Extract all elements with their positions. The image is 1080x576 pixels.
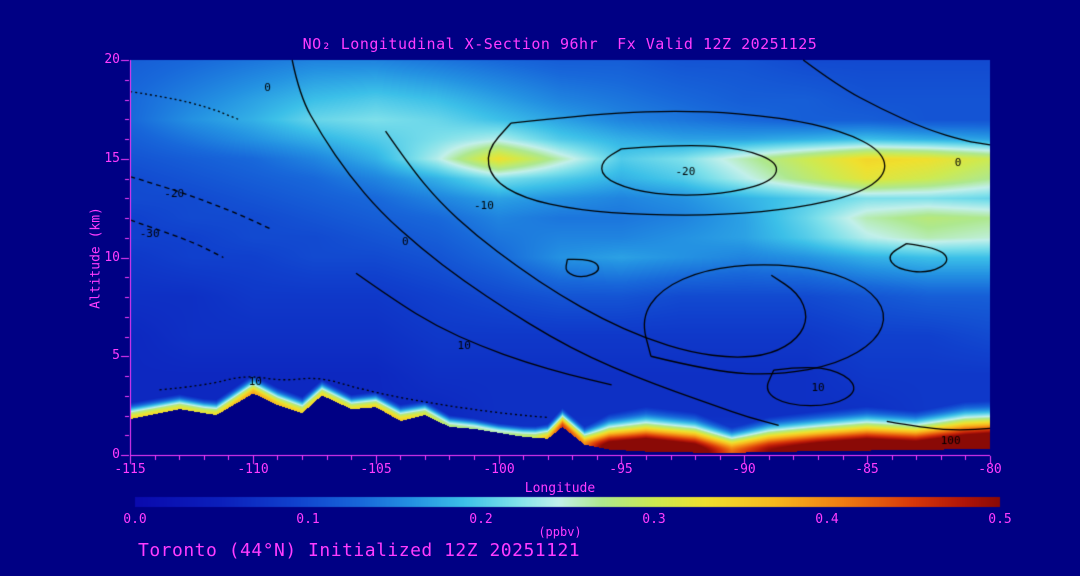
init-caption: Toronto (44°N) Initialized 12Z 20251121 [138,540,581,561]
x-tick-label: -85 [855,462,879,477]
y-tick-label: 15 [104,151,120,166]
y-tick-label: 10 [104,250,120,265]
colorbar-tick-label: 0.3 [642,512,666,527]
colorbar-tick-label: 0.4 [815,512,839,527]
plot-title: NO₂ Longitudinal X-Section 96hr Fx Valid… [302,35,818,53]
x-tick-label: -110 [237,462,269,477]
x-tick-label: -105 [360,462,392,477]
x-tick-label: -95 [609,462,633,477]
colorbar-tick-label: 0.1 [296,512,320,527]
colorbar-tick-label: 0.5 [988,512,1012,527]
x-tick-label: -115 [114,462,146,477]
x-axis-title: Longitude [524,481,596,496]
y-tick-label: 20 [104,52,120,67]
x-tick-label: -90 [732,462,756,477]
colorbar-tick-label: 0.2 [469,512,493,527]
colorbar-tick-label: 0.0 [123,512,147,527]
colorbar-units-label: (ppbv) [538,525,582,539]
y-tick-label: 5 [112,348,120,363]
y-tick-label: 0 [112,447,120,462]
x-tick-label: -100 [483,462,515,477]
x-tick-label: -80 [978,462,1002,477]
